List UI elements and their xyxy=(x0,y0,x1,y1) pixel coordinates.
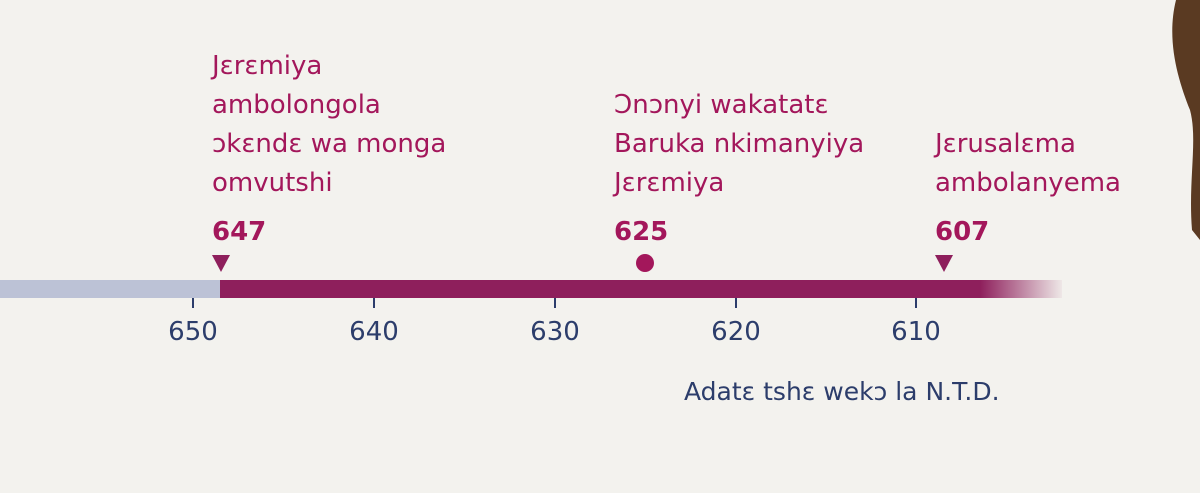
tick-label: 610 xyxy=(891,317,941,347)
tick-label: 630 xyxy=(530,317,580,347)
event-text: omvutshi xyxy=(212,168,333,198)
event-text: ambolanyema xyxy=(935,168,1121,198)
event-marker xyxy=(212,255,230,272)
tick-label: 640 xyxy=(349,317,399,347)
event-text: Jɛrɛmiya xyxy=(612,168,724,198)
tick-label: 620 xyxy=(711,317,761,347)
event-year: 647 xyxy=(212,217,266,247)
period-bar xyxy=(220,280,980,298)
illustration-edge xyxy=(1172,0,1200,240)
past-bar xyxy=(0,280,220,298)
event-text: Ɔnɔnyi wakatatɛ xyxy=(614,90,829,120)
tick-label: 650 xyxy=(168,317,218,347)
event-year: 625 xyxy=(614,217,668,247)
event-marker xyxy=(636,254,654,272)
event-marker xyxy=(935,255,953,272)
event-text: ɔkɛndɛ wa monga xyxy=(212,129,446,159)
event-text: ambolongola xyxy=(212,90,381,120)
event-text: Jɛrɛmiya xyxy=(210,51,322,81)
period-fade xyxy=(980,280,1062,298)
caption: Adatɛ tshɛ wekɔ la N.T.D. xyxy=(684,377,1000,406)
event-text: Jɛrusalɛma xyxy=(933,129,1076,159)
event-text: Baruka nkimanyiya xyxy=(614,129,864,159)
event-year: 607 xyxy=(935,217,989,247)
